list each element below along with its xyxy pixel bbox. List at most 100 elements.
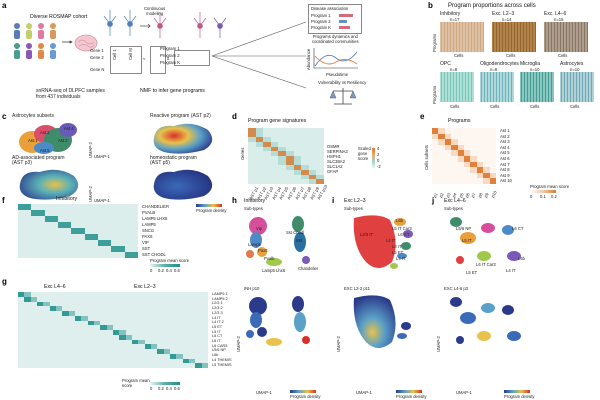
- g-cell: [170, 306, 177, 312]
- d-cell: [286, 170, 294, 175]
- f-cell: [44, 252, 52, 259]
- d-cell: [301, 151, 310, 157]
- d-cell: [301, 142, 310, 147]
- g-cell: [125, 311, 133, 317]
- d-cell: [308, 160, 317, 166]
- panel-h-program: INH p10: [244, 286, 260, 291]
- d-cell: [278, 170, 287, 175]
- e-cell: [464, 150, 471, 157]
- f-cell: [91, 240, 99, 247]
- disease-association-title: Disease association: [311, 6, 349, 11]
- f-cell: [118, 210, 125, 217]
- g-cell: [62, 353, 69, 359]
- e-cell: [476, 156, 484, 162]
- d-cell: [248, 156, 256, 161]
- g-row-label: L4 IT 2: [212, 320, 224, 325]
- g-cell: [56, 315, 63, 321]
- d-cell: [308, 142, 317, 147]
- g-cell: [176, 334, 183, 340]
- d-cell: [278, 132, 287, 138]
- panel-letter-i: i: [332, 196, 335, 205]
- g-cell: [113, 306, 120, 312]
- g-cell: [18, 330, 25, 336]
- e-cell: [438, 139, 446, 146]
- prog-right-k: Program K: [311, 25, 332, 30]
- g-cell: [106, 363, 114, 369]
- brain-icon: [74, 34, 98, 52]
- umap1-i: UMAP-1: [356, 390, 372, 395]
- f-cell: [24, 234, 32, 241]
- f-cell: [58, 222, 65, 229]
- f-cell: [38, 204, 45, 211]
- f-cell: [91, 222, 99, 229]
- d-cell: [270, 179, 279, 185]
- b-top-cells-2: Cells: [558, 53, 568, 58]
- g-cell: [43, 325, 50, 331]
- g-cell: [189, 353, 196, 359]
- e-cell: [444, 156, 452, 162]
- b-bot-thumb-3: [560, 72, 594, 102]
- g-cell: [113, 330, 120, 336]
- e-row-label: Ast 5: [500, 150, 510, 156]
- g-cell: [119, 339, 126, 345]
- e-cell: [451, 139, 458, 146]
- d-cell: [301, 132, 310, 138]
- i-label-l4-it: L4 IT: [386, 238, 396, 243]
- e-cell: [464, 172, 471, 179]
- e-legend-tick-2: 0.2: [551, 194, 557, 199]
- j-label-l56-np: L5/6 NP: [456, 226, 472, 231]
- snrna-caption: snRNA-seq of DLPFC samples from 437 indi…: [36, 88, 105, 100]
- f-cell: [111, 228, 119, 235]
- g-cell: [87, 349, 95, 355]
- g-cell: [182, 344, 190, 350]
- f-cell: [84, 222, 92, 229]
- panel-f-title: Inhibitory: [56, 196, 78, 202]
- umap-exc-l46-p3: [450, 297, 521, 344]
- g-cell: [94, 320, 101, 326]
- d-cell: [255, 137, 264, 143]
- d-cell: [286, 174, 294, 180]
- umap2-c-1: UMAP-2: [88, 142, 93, 158]
- g-cell: [163, 292, 171, 298]
- f-cell: [98, 240, 105, 247]
- b-top-name-2: Exc. L4–6: [544, 11, 567, 17]
- j-label-l6-it-car3: L6 IT Car3: [476, 262, 496, 267]
- g-cell: [144, 339, 152, 345]
- g-cell: [125, 315, 133, 321]
- e-row-label: Ast 2: [500, 133, 510, 139]
- f-cell: [91, 252, 99, 259]
- f-cell: [44, 234, 52, 241]
- g-cell: [189, 358, 196, 364]
- g-cell: [182, 296, 190, 302]
- g-cell: [144, 296, 152, 302]
- g-cell: [68, 344, 76, 350]
- density-label-c: Program density: [196, 208, 227, 213]
- g-cell: [24, 306, 31, 312]
- g-cell: [100, 349, 107, 355]
- g-cell: [182, 311, 190, 317]
- g-cell: [182, 353, 190, 359]
- e-cell: [476, 128, 484, 134]
- g-cell: [81, 353, 88, 359]
- f-cell: [131, 252, 139, 259]
- d-cell: [263, 156, 272, 161]
- e-cell: [464, 128, 471, 134]
- f-legend-bar: [150, 264, 180, 267]
- d-gene-label: OSMR: [327, 144, 340, 149]
- g-cell: [43, 344, 50, 350]
- f-cell: [78, 204, 85, 211]
- g-cell: [81, 330, 88, 336]
- f-cell: [38, 234, 45, 241]
- g-cell: [94, 311, 101, 317]
- b-top-name-1: Exc. L2–3: [492, 11, 515, 17]
- g-cell: [87, 363, 95, 369]
- e-cell: [457, 161, 465, 168]
- e-cell: [483, 167, 490, 174]
- e-cell: [470, 161, 478, 168]
- g-cell: [37, 353, 44, 359]
- d-cell: [248, 151, 256, 157]
- umap2-j: UMAP-2: [436, 336, 441, 352]
- g-cell: [163, 339, 171, 345]
- i-label-l5-et: L5 ET: [392, 250, 404, 255]
- g-cell: [87, 330, 95, 336]
